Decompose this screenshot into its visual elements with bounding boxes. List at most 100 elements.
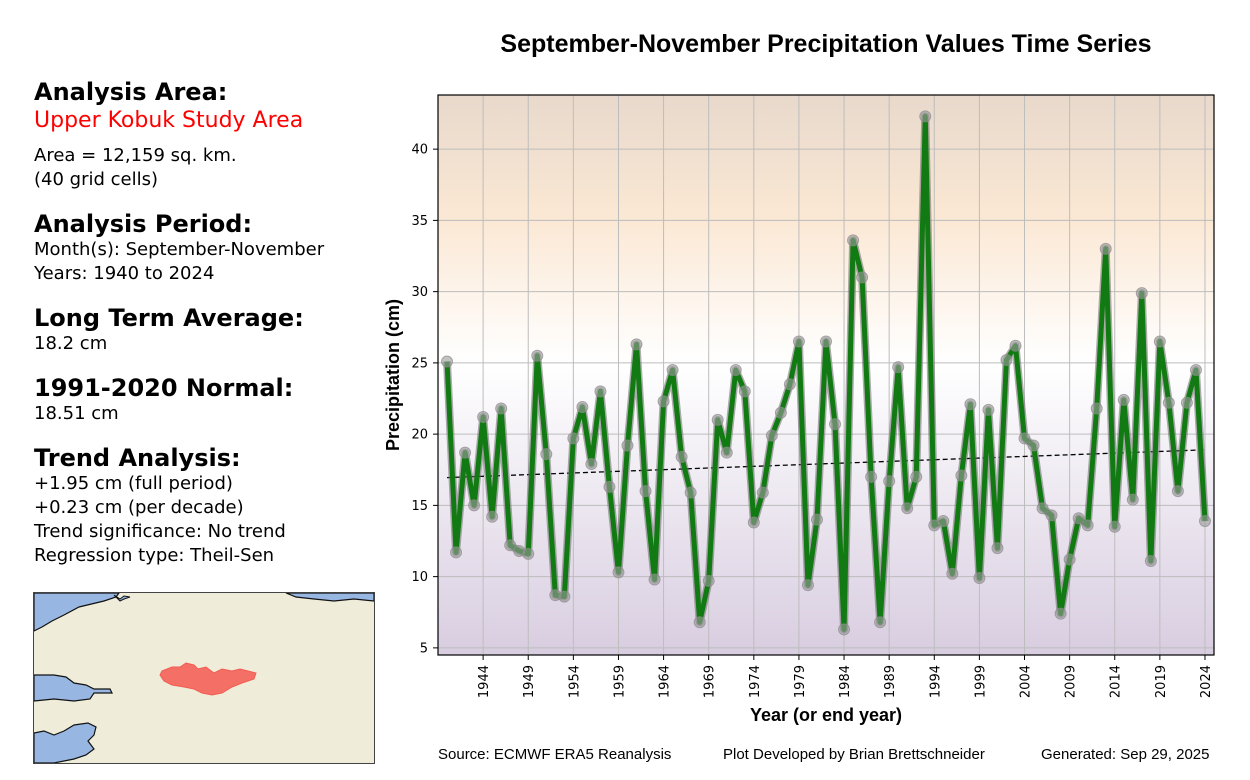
- data-point: [765, 429, 778, 442]
- data-point: [1000, 354, 1013, 367]
- info-panel: Analysis Area: Upper Kobuk Study Area Ar…: [34, 78, 394, 568]
- data-point: [919, 110, 932, 123]
- y-tick-label: 40: [411, 143, 428, 158]
- y-tick-label: 10: [411, 570, 428, 585]
- data-point: [1108, 520, 1121, 533]
- data-point: [1153, 335, 1166, 348]
- data-point: [756, 486, 769, 499]
- data-point: [729, 364, 742, 377]
- data-point: [675, 450, 688, 463]
- data-point: [847, 234, 860, 247]
- x-tick-label: 1984: [838, 665, 853, 698]
- grid-cells: (40 grid cells): [34, 169, 158, 190]
- y-tick-label: 5: [420, 641, 428, 656]
- data-point: [973, 572, 986, 585]
- x-axis-ticks: 1944 1949 1954 1959 1964 1969 1974 1979 1984 1989…: [477, 655, 1214, 698]
- data-point: [639, 485, 652, 498]
- period-years: Years: 1940 to 2024: [34, 263, 215, 284]
- data-point: [856, 271, 869, 284]
- data-point: [477, 411, 490, 424]
- data-point: [1144, 554, 1157, 567]
- data-point: [720, 446, 733, 459]
- normal-value: 18.51 cm: [34, 403, 119, 424]
- data-point: [531, 349, 544, 362]
- data-point: [1081, 519, 1094, 532]
- y-tick-label: 35: [411, 214, 428, 229]
- data-point: [1162, 396, 1175, 409]
- data-point: [459, 446, 472, 459]
- data-point: [1099, 242, 1112, 255]
- map-water-inlet: [113, 594, 131, 602]
- period-heading: Analysis Period:: [34, 210, 253, 238]
- x-tick-label: 1969: [703, 665, 718, 698]
- data-point: [820, 335, 832, 348]
- x-tick-label: 1979: [793, 665, 808, 698]
- area-heading: Analysis Area:: [34, 78, 228, 106]
- x-tick-label: 1989: [883, 665, 898, 698]
- map-water-sound: [34, 674, 113, 702]
- period-months: Month(s): September-November: [34, 239, 325, 260]
- x-tick-label: 1944: [477, 665, 492, 698]
- plot-frame: [437, 94, 1215, 656]
- trend-full: +1.95 cm (full period): [34, 473, 233, 494]
- data-point: [747, 516, 760, 529]
- data-point: [450, 546, 463, 559]
- data-point: [792, 335, 805, 348]
- data-point: [1036, 502, 1049, 515]
- study-area-polygon: [159, 662, 257, 696]
- data-point: [946, 567, 959, 580]
- x-tick-label: 1974: [748, 665, 763, 698]
- lta-value: 18.2 cm: [34, 333, 108, 354]
- series-group: [441, 110, 1211, 636]
- y-axis-ticks: 5 10 15 20 25 30 35 40: [411, 143, 438, 656]
- x-tick-label: 1994: [928, 665, 943, 698]
- data-point: [991, 542, 1004, 555]
- data-point: [657, 395, 670, 408]
- data-point: [540, 448, 553, 461]
- series-line: [444, 113, 1208, 632]
- map-water-northeast: [285, 593, 374, 602]
- data-point: [612, 566, 625, 579]
- data-point: [928, 519, 941, 532]
- data-point: [711, 413, 724, 426]
- data-point: [1027, 439, 1040, 452]
- data-point: [964, 398, 977, 411]
- trend-line: [446, 449, 1206, 479]
- data-point: [513, 544, 526, 557]
- map-water-northwest: [34, 593, 120, 632]
- data-point: [982, 403, 995, 416]
- data-point: [910, 470, 923, 483]
- trend-line-group: [446, 449, 1206, 479]
- data-point: [1117, 393, 1130, 406]
- data-point: [901, 502, 914, 515]
- x-axis-label: Year (or end year): [750, 705, 902, 725]
- data-point: [1090, 402, 1103, 415]
- x-tick-label: 2014: [1109, 665, 1124, 698]
- trend-significance: Trend significance: No trend: [34, 521, 286, 542]
- data-point: [1045, 509, 1058, 522]
- data-point: [549, 589, 562, 602]
- data-point: [585, 458, 598, 471]
- grid-lines: [438, 95, 1214, 655]
- generated-note: Generated: Sep 29, 2025: [1041, 746, 1210, 763]
- data-point: [774, 406, 787, 419]
- series-line-shadow: [443, 112, 1209, 634]
- x-tick-label: 1959: [612, 665, 627, 698]
- y-tick-label: 30: [411, 285, 428, 300]
- data-point: [892, 361, 905, 374]
- data-point: [1126, 493, 1139, 506]
- data-point: [522, 547, 535, 560]
- lta-heading: Long Term Average:: [34, 304, 304, 332]
- data-point: [1018, 432, 1031, 445]
- data-point: [702, 574, 715, 587]
- data-point: [1189, 364, 1202, 377]
- x-tick-label: 1964: [658, 665, 673, 698]
- data-point: [810, 513, 823, 526]
- y-tick-label: 25: [411, 356, 428, 371]
- data-point: [829, 418, 842, 431]
- data-point: [1009, 339, 1022, 352]
- x-tick-label: 2019: [1154, 665, 1169, 698]
- data-point: [495, 402, 508, 415]
- data-point: [783, 378, 796, 391]
- locator-map-graphic: [34, 593, 374, 763]
